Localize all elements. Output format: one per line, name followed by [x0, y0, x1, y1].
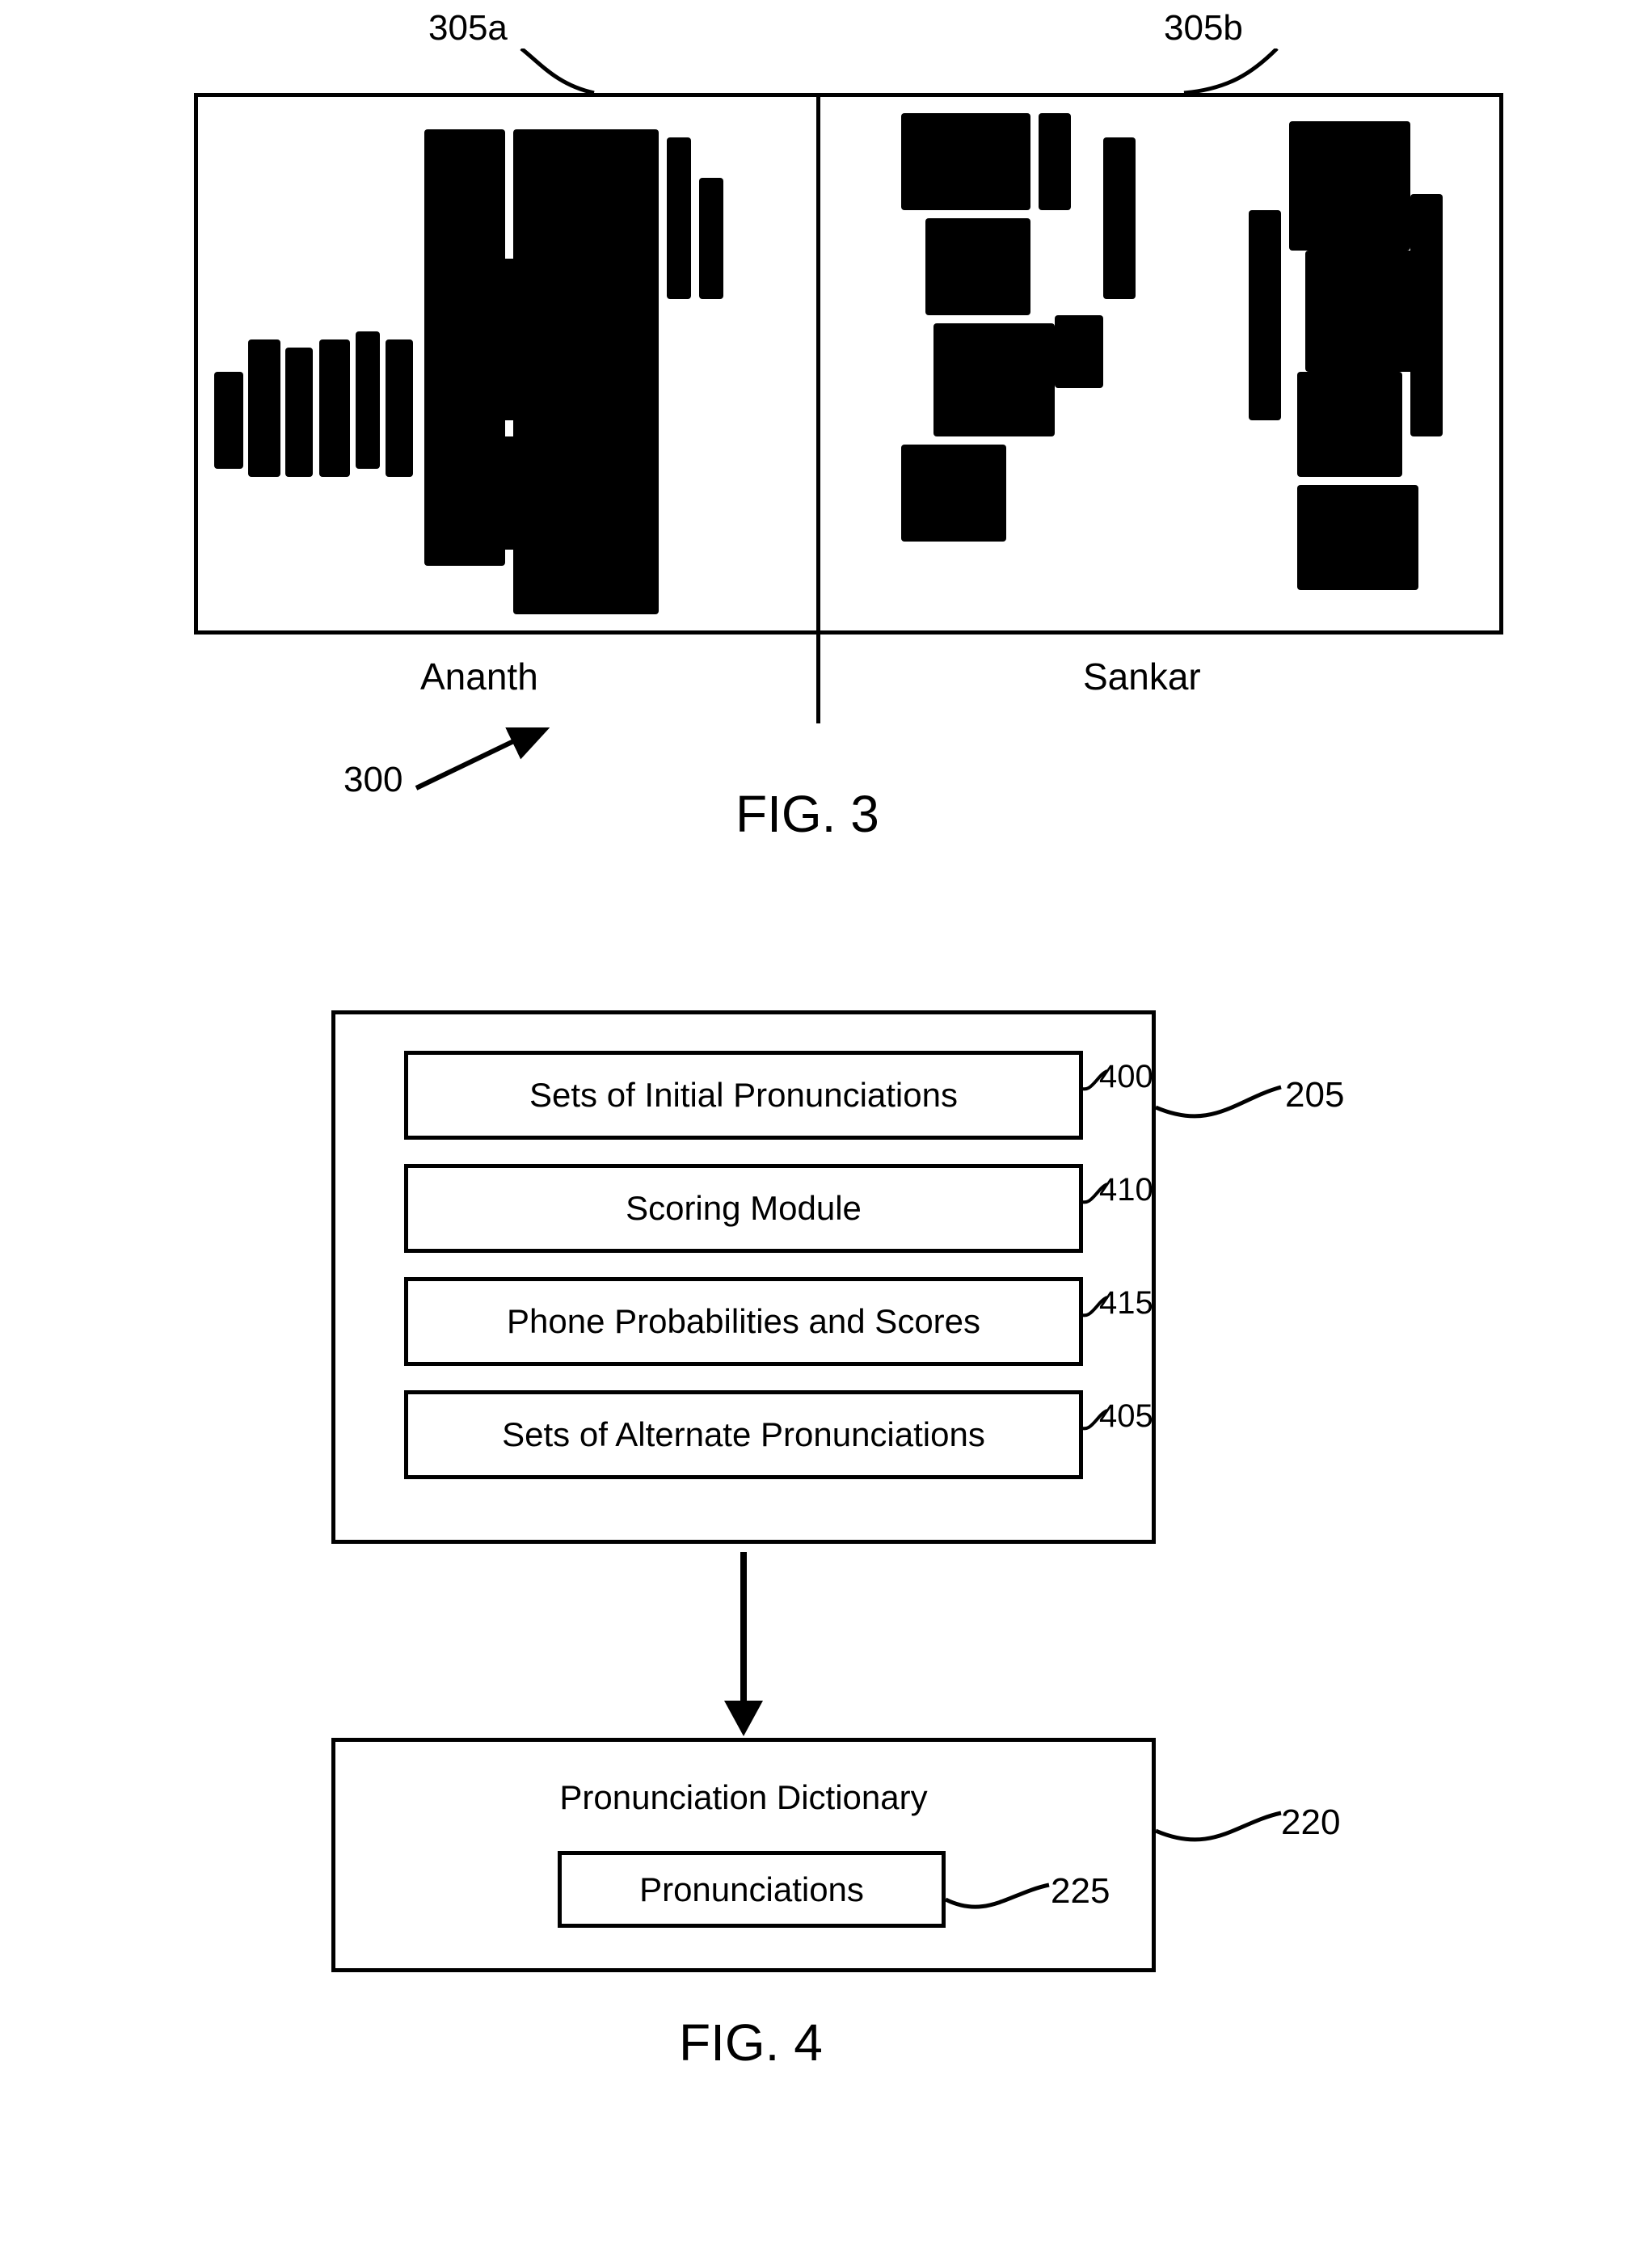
spectrogram-divider [816, 93, 820, 723]
arrow-300 [412, 727, 550, 800]
box-phone-probabilities: Phone Probabilities and Scores [404, 1277, 1083, 1366]
spectrogram-blob [319, 339, 350, 477]
ref-225-label: 225 [1051, 1871, 1110, 1912]
figure-3-caption: FIG. 3 [735, 784, 879, 844]
caption-ananth: Ananth [420, 655, 538, 698]
spectrogram-blob [901, 445, 1006, 542]
box-400-label: Sets of Initial Pronunciations [529, 1076, 958, 1115]
box-405-label: Sets of Alternate Pronunciations [502, 1415, 985, 1454]
spectrogram-blob [432, 259, 643, 420]
leader-415 [1079, 1289, 1111, 1330]
box-alternate-pronunciations: Sets of Alternate Pronunciations [404, 1390, 1083, 1479]
box-pronunciations: Pronunciations [558, 1851, 946, 1928]
spectrogram-blob [667, 137, 691, 299]
figure-3: 305a 305b Ananth Sankar 300 FIG. 3 [162, 0, 1536, 889]
ref-300-label: 300 [343, 760, 402, 800]
box-415-label: Phone Probabilities and Scores [507, 1302, 980, 1341]
page: 305a 305b Ananth Sankar 300 FIG. 3 [0, 0, 1652, 2243]
spectrogram-blob [1249, 210, 1281, 420]
figure-4-caption: FIG. 4 [679, 2013, 823, 2072]
spectrogram-blob [1289, 121, 1410, 251]
leader-225 [946, 1875, 1055, 1920]
spectrogram-blob [1103, 137, 1136, 299]
box-initial-pronunciations: Sets of Initial Pronunciations [404, 1051, 1083, 1140]
spectrogram-blob [285, 348, 313, 477]
box-220-label: Pronunciation Dictionary [335, 1778, 1152, 1817]
spectrogram-blob [1410, 194, 1443, 436]
leader-220 [1156, 1798, 1285, 1855]
leader-205 [1156, 1075, 1285, 1132]
spectrogram-blob [248, 339, 280, 477]
caption-sankar: Sankar [1083, 655, 1201, 698]
ref-220-label: 220 [1281, 1802, 1340, 1843]
callout-305a-label: 305a [428, 8, 508, 48]
spectrogram-blob [925, 218, 1030, 315]
callout-305b-label: 305b [1164, 8, 1243, 48]
spectrogram-blob [933, 323, 1055, 436]
spectrogram-blob [432, 436, 643, 550]
spectrogram-blob [1039, 113, 1071, 210]
ref-205-label: 205 [1285, 1075, 1344, 1115]
figure-4: Sets of Initial Pronunciations Scoring M… [299, 994, 1511, 2207]
box-scoring-module: Scoring Module [404, 1164, 1083, 1253]
spectrogram-blob [214, 372, 243, 469]
spectrogram-blob [901, 113, 1030, 210]
leader-405 [1079, 1402, 1111, 1443]
leader-400 [1079, 1063, 1111, 1103]
box-225-label: Pronunciations [639, 1870, 864, 1909]
spectrogram-blob [1305, 251, 1418, 372]
spectrogram-blob [1055, 315, 1103, 388]
box-410-label: Scoring Module [626, 1189, 862, 1228]
spectrogram-blob [356, 331, 380, 469]
spectrogram-frame [194, 93, 1503, 635]
arrow-205-to-220 [740, 1552, 747, 1705]
spectrogram-blob [699, 178, 723, 299]
spectrogram-blob [1297, 485, 1418, 590]
spectrogram-blob [386, 339, 413, 477]
spectrogram-blob [1297, 372, 1402, 477]
leader-410 [1079, 1176, 1111, 1216]
